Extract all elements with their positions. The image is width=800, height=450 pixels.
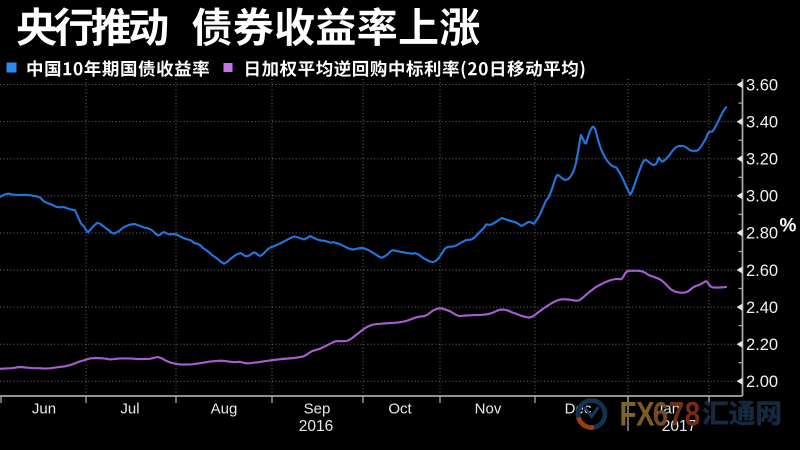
svg-text:Nov: Nov [475,401,502,418]
svg-text:F: F [620,395,637,433]
svg-text:Sep: Sep [304,401,331,418]
svg-text:2016: 2016 [299,418,333,435]
svg-text:2.80: 2.80 [746,225,778,243]
svg-text:%: % [780,216,797,237]
svg-text:2017: 2017 [662,418,696,435]
svg-text:8: 8 [685,395,700,433]
svg-text:Oct: Oct [388,401,412,418]
svg-text:2.00: 2.00 [746,373,778,391]
svg-text:Jul: Jul [120,401,139,418]
svg-text:7: 7 [669,395,684,433]
svg-text:2.20: 2.20 [746,336,778,354]
svg-text:Jan: Jan [656,401,680,418]
svg-text:3.60: 3.60 [746,76,778,94]
svg-text:3.20: 3.20 [746,151,778,169]
svg-text:2.40: 2.40 [746,299,778,317]
svg-text:Aug: Aug [211,401,238,418]
svg-text:6: 6 [653,395,668,433]
svg-text:X: X [636,395,655,433]
svg-text:2.60: 2.60 [746,262,778,280]
svg-text:3.00: 3.00 [746,188,778,206]
svg-text:Jun: Jun [32,401,56,418]
svg-text:3.40: 3.40 [746,114,778,132]
